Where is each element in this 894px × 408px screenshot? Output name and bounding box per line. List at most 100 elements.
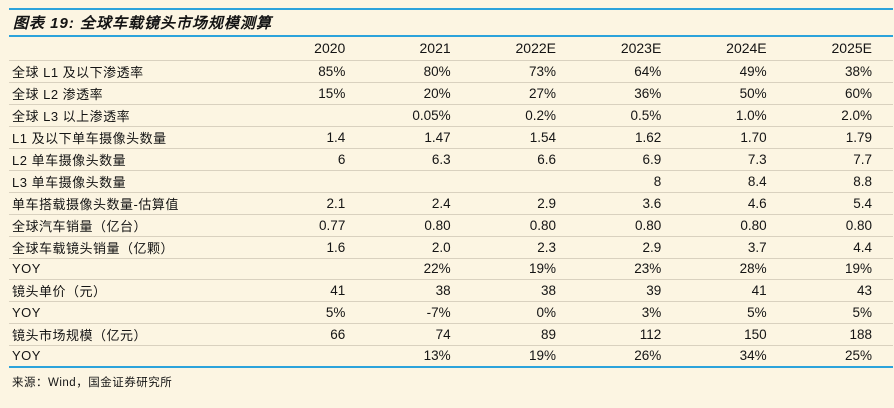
cell-value: 5.4 [787,191,893,214]
cell-value: 8 [576,169,683,192]
cell-value: -7% [366,301,472,324]
figure-container: 图表 19: 全球车载镜头市场规模测算 2020 2021 2022E 2023… [9,0,893,390]
header-year-2023e: 2023E [620,40,662,57]
row-label: 单车搭载摄像头数量-估算值 [9,191,261,214]
table-row: 全球汽车销量（亿台） 0.77 0.80 0.80 0.80 0.80 0.80 [9,213,893,236]
header-row: 2020 2021 2022E 2023E 2024E 2025E [9,36,893,60]
row-label: L3 单车摄像头数量 [9,169,261,192]
cell-value: 7.3 [682,147,788,170]
cell-value [261,169,367,192]
source-note: 来源：Wind，国金证券研究所 [12,377,173,390]
cell-value: 3% [576,301,683,324]
cell-value: 0.80 [682,213,788,236]
table-row: L1 及以下单车摄像头数量 1.4 1.47 1.54 1.62 1.70 1.79 [9,125,893,148]
cell-value: 7.7 [787,147,893,170]
cell-value: 2.3 [471,235,577,258]
table-row: 全球 L2 渗透率 15% 20% 27% 36% 50% 60% [9,81,893,104]
cell-value: 2.9 [471,191,577,214]
cell-value: 60% [787,81,893,104]
cell-value: 0% [471,301,577,324]
cell-value: 27% [471,81,577,104]
row-label: YOY [9,257,261,280]
cell-value: 1.4 [261,125,367,148]
cell-value: 34% [682,344,788,368]
cell-value: 1.0% [682,103,788,126]
table-row: L3 单车摄像头数量 8 8.4 8.8 [9,169,893,192]
cell-value: 1.6 [261,235,367,258]
table-row: L2 单车摄像头数量 6 6.3 6.6 6.9 7.3 7.7 [9,147,893,170]
cell-value: 49% [682,59,788,82]
header-corner-cell [9,36,261,60]
cell-value: 26% [576,344,683,368]
cell-value: 2.1 [261,191,367,214]
cell-value: 1.62 [576,125,683,148]
cell-value: 19% [471,344,577,368]
cell-value: 6.9 [576,147,683,170]
cell-value: 188 [787,322,893,346]
table-body: 全球 L1 及以下渗透率 85% 80% 73% 64% 49% 38% 全球 L2 渗透率 1… [9,59,893,368]
row-label: YOY [9,301,261,324]
row-label: 全球 L2 渗透率 [9,81,261,104]
table-row: 镜头单价（元） 41 38 38 39 41 43 [9,279,893,302]
cell-value: 41 [682,279,788,302]
cell-value: 6 [261,147,367,170]
cell-value: 3.6 [576,191,683,214]
cell-value: 80% [366,59,472,82]
cell-value: 38 [366,279,472,302]
cell-value: 22% [366,257,472,280]
cell-value: 4.6 [682,191,788,214]
cell-value: 6.3 [366,147,472,170]
table-row: 全球 L1 及以下渗透率 85% 80% 73% 64% 49% 38% [9,59,893,82]
cell-value: 6.6 [471,147,577,170]
cell-value: 1.54 [471,125,577,148]
cell-value: 20% [366,81,472,104]
cell-value: 5% [261,301,367,324]
cell-value: 64% [576,59,683,82]
cell-value [261,344,367,368]
cell-value: 0.05% [366,103,472,126]
row-label: L1 及以下单车摄像头数量 [9,125,261,148]
header-year-2021: 2021 [419,40,451,57]
cell-value [261,103,367,126]
cell-value: 4.4 [787,235,893,258]
cell-value: 5% [682,301,788,324]
cell-value: 43 [787,279,893,302]
cell-value: 19% [471,257,577,280]
cell-value: 5% [787,301,893,324]
table-row: 单车搭载摄像头数量-估算值 2.1 2.4 2.9 3.6 4.6 5.4 [9,191,893,214]
cell-value: 2.9 [576,235,683,258]
table-header: 2020 2021 2022E 2023E 2024E 2025E [9,36,893,60]
cell-value: 1.79 [787,125,893,148]
cell-value: 23% [576,257,683,280]
row-label: L2 单车摄像头数量 [9,147,261,170]
cell-value: 3.7 [682,235,788,258]
cell-value: 66 [261,322,367,346]
cell-value [471,169,577,192]
cell-value: 2.0 [366,235,472,258]
header-year-2022e: 2022E [515,40,556,57]
row-label: YOY [9,344,261,368]
table-row: YOY 13% 19% 26% 34% 25% [9,344,893,368]
cell-value: 19% [787,257,893,280]
cell-value: 41 [261,279,367,302]
cell-value: 8.4 [682,169,788,192]
cell-value: 38 [471,279,577,302]
cell-value: 8.8 [787,169,893,192]
row-label: 全球 L3 以上渗透率 [9,103,261,126]
cell-value: 1.47 [366,125,472,148]
cell-value: 25% [787,344,893,368]
row-label: 全球 L1 及以下渗透率 [9,59,261,82]
table-row: YOY 22% 19% 23% 28% 19% [9,257,893,280]
cell-value: 0.2% [471,103,577,126]
cell-value: 0.77 [261,213,367,236]
cell-value: 0.80 [576,213,683,236]
market-size-table: 2020 2021 2022E 2023E 2024E 2025E 全球 L1 … [9,35,893,369]
cell-value: 112 [576,322,683,346]
header-year-2020: 2020 [314,40,346,57]
table-row: 全球车载镜头销量（亿颗） 1.6 2.0 2.3 2.9 3.7 4.4 [9,235,893,258]
cell-value [366,169,472,192]
cell-value: 73% [471,59,577,82]
cell-value: 15% [261,81,367,104]
cell-value: 0.80 [787,213,893,236]
row-label: 全球车载镜头销量（亿颗） [9,235,261,258]
